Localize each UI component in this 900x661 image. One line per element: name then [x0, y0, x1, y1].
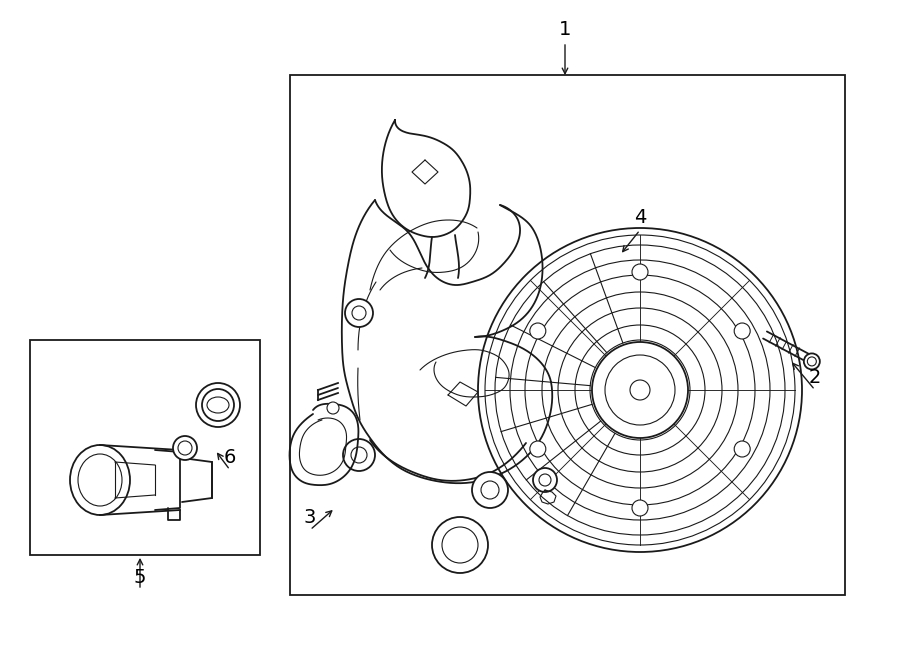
Text: 2: 2 — [809, 368, 821, 387]
Circle shape — [202, 389, 234, 421]
Circle shape — [530, 441, 545, 457]
Circle shape — [632, 264, 648, 280]
Circle shape — [807, 357, 816, 366]
Circle shape — [734, 323, 751, 339]
Bar — [30, 340, 260, 555]
Circle shape — [343, 439, 375, 471]
Circle shape — [632, 500, 648, 516]
Text: 3: 3 — [304, 508, 316, 527]
Circle shape — [178, 441, 192, 455]
Circle shape — [481, 481, 499, 499]
Text: 4: 4 — [634, 208, 646, 227]
Ellipse shape — [207, 397, 229, 413]
Circle shape — [530, 323, 545, 339]
Circle shape — [472, 472, 508, 508]
Circle shape — [327, 402, 339, 414]
Text: 1: 1 — [559, 20, 572, 39]
Circle shape — [352, 306, 366, 320]
Circle shape — [734, 441, 751, 457]
Circle shape — [351, 447, 367, 463]
Bar — [290, 75, 845, 595]
Circle shape — [533, 468, 557, 492]
Circle shape — [196, 383, 240, 427]
Ellipse shape — [70, 445, 130, 515]
Circle shape — [630, 380, 650, 400]
Text: 6: 6 — [224, 448, 236, 467]
Circle shape — [173, 436, 197, 460]
Circle shape — [804, 354, 820, 369]
Circle shape — [345, 299, 373, 327]
Circle shape — [592, 342, 688, 438]
Text: 5: 5 — [134, 568, 146, 587]
Circle shape — [539, 474, 551, 486]
Circle shape — [602, 352, 678, 428]
Circle shape — [605, 355, 675, 425]
Circle shape — [432, 517, 488, 573]
Circle shape — [612, 362, 668, 418]
Circle shape — [478, 228, 802, 552]
Ellipse shape — [78, 454, 122, 506]
Circle shape — [442, 527, 478, 563]
